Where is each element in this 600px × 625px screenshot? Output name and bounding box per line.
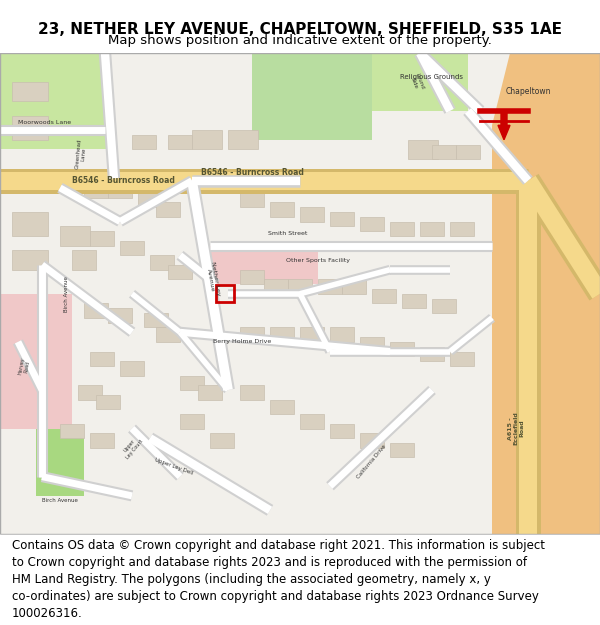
Bar	[78, 385, 102, 399]
Text: Map shows position and indicative extent of the property.: Map shows position and indicative extent…	[108, 34, 492, 48]
Bar	[450, 221, 474, 236]
Bar	[12, 212, 48, 236]
Text: 23, NETHER LEY AVENUE, CHAPELTOWN, SHEFFIELD, S35 1AE: 23, NETHER LEY AVENUE, CHAPELTOWN, SHEFF…	[38, 22, 562, 37]
Bar	[0, 294, 72, 429]
Bar	[240, 328, 264, 342]
Text: Other Sports Facility: Other Sports Facility	[286, 258, 350, 262]
Bar	[90, 351, 114, 366]
Text: Birch Avenue: Birch Avenue	[64, 276, 68, 312]
Bar	[168, 265, 192, 279]
Bar	[108, 183, 132, 198]
Bar	[240, 192, 264, 207]
Bar	[210, 246, 318, 284]
Bar	[270, 328, 294, 342]
Bar	[300, 328, 324, 342]
Text: Upper Ley Dell: Upper Ley Dell	[154, 458, 194, 476]
Bar	[12, 82, 48, 101]
Bar	[120, 361, 144, 376]
Text: Birch Avenue: Birch Avenue	[42, 498, 78, 503]
Text: Berry Holme Drive: Berry Holme Drive	[213, 339, 271, 344]
Text: Contains OS data © Crown copyright and database right 2021. This information is : Contains OS data © Crown copyright and d…	[12, 539, 545, 620]
Bar	[36, 429, 84, 496]
Bar	[432, 299, 456, 313]
Text: Religious Grounds: Religious Grounds	[401, 74, 464, 80]
Bar	[240, 270, 264, 284]
Polygon shape	[492, 53, 600, 534]
Text: B6546 - Burncross Road: B6546 - Burncross Road	[200, 168, 304, 177]
Bar	[12, 251, 48, 270]
Bar	[192, 130, 222, 149]
Bar	[420, 221, 444, 236]
Bar	[300, 207, 324, 221]
Bar	[180, 414, 204, 429]
Text: B6546 - Burncross Road: B6546 - Burncross Road	[72, 176, 175, 185]
Bar	[360, 217, 384, 231]
Bar	[288, 279, 312, 294]
Bar	[390, 221, 414, 236]
Bar	[228, 130, 258, 149]
Bar	[390, 443, 414, 458]
FancyArrow shape	[498, 111, 510, 140]
Bar	[150, 255, 174, 270]
Bar	[180, 376, 204, 390]
Bar	[156, 328, 180, 342]
Bar	[270, 202, 294, 217]
Bar	[138, 192, 162, 207]
Bar	[264, 279, 288, 294]
Bar	[156, 202, 180, 217]
Bar	[144, 313, 168, 328]
Bar	[390, 342, 414, 356]
Text: California Drive: California Drive	[356, 444, 388, 480]
Bar	[330, 424, 354, 438]
Bar	[270, 399, 294, 414]
Bar	[408, 140, 438, 159]
Text: Nether Ley
Avenue: Nether Ley Avenue	[205, 261, 221, 298]
Bar	[96, 395, 120, 409]
Bar	[432, 144, 456, 159]
Bar	[72, 251, 96, 270]
Bar	[420, 347, 444, 361]
Bar	[360, 433, 384, 447]
Polygon shape	[252, 53, 372, 140]
Bar	[84, 183, 108, 198]
Bar	[90, 231, 114, 246]
Bar	[210, 433, 234, 447]
Bar	[330, 328, 354, 342]
Bar	[60, 424, 84, 438]
Bar	[168, 135, 192, 149]
Text: Moorwoods Lane: Moorwoods Lane	[18, 121, 71, 126]
Bar	[240, 385, 264, 399]
Bar	[132, 135, 156, 149]
Bar	[318, 279, 342, 294]
Text: Chapeltown: Chapeltown	[505, 87, 551, 96]
Bar	[84, 303, 108, 318]
Bar	[300, 414, 324, 429]
Bar	[360, 337, 384, 351]
Text: Greenhead
Lane: Greenhead Lane	[74, 139, 88, 170]
Text: Lound
Side: Lound Side	[409, 72, 425, 92]
Bar	[330, 212, 354, 226]
Text: Harvey
Road: Harvey Road	[17, 356, 31, 376]
Bar	[60, 226, 90, 246]
Bar	[216, 285, 234, 302]
Bar	[12, 116, 48, 140]
Text: Upper
Ley Court: Upper Ley Court	[120, 435, 144, 460]
Bar	[342, 279, 366, 294]
Polygon shape	[0, 53, 108, 149]
Bar	[120, 241, 144, 255]
Bar	[372, 289, 396, 303]
Bar	[456, 144, 480, 159]
Bar	[402, 294, 426, 308]
Bar	[450, 351, 474, 366]
Text: Smith Street: Smith Street	[268, 231, 308, 236]
Bar	[90, 433, 114, 447]
Text: A615 -
Ecclefield
Road: A615 - Ecclefield Road	[508, 412, 524, 446]
Bar	[108, 308, 132, 322]
Polygon shape	[372, 53, 468, 111]
Bar	[198, 385, 222, 399]
